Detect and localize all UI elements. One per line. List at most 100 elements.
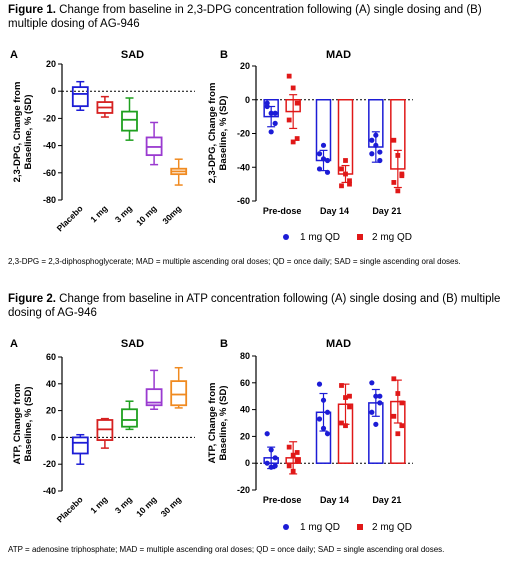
f1b-data-point xyxy=(268,110,274,116)
f2b-x-tick-label: Pre-dose xyxy=(263,495,302,505)
f2b-legend-marker xyxy=(357,524,363,530)
f1b-data-point xyxy=(339,183,344,189)
f2b-data-point xyxy=(286,463,292,469)
f2b-data-point xyxy=(369,409,375,415)
f2b-data-point xyxy=(399,400,405,406)
f1b-x-tick-label: Day 14 xyxy=(320,206,349,216)
f1b-data-point xyxy=(290,139,296,145)
f2b-data-point xyxy=(268,464,274,470)
f1a-title: SAD xyxy=(121,49,144,61)
f2b-data-point xyxy=(272,455,278,461)
f2b-data-point xyxy=(395,431,401,437)
f1b-data-point xyxy=(399,171,405,177)
f2a-box xyxy=(71,436,89,455)
f1a-x-tick-label: 30mg xyxy=(160,203,183,226)
f2b-panel-label: B xyxy=(220,338,228,350)
f2b-data-point xyxy=(339,420,344,426)
f1a-x-tick-label: 10 mg xyxy=(134,203,158,227)
f2a-x-tick-label: 10 mg xyxy=(134,494,158,518)
f2b-data-point xyxy=(347,404,352,410)
f2b-y-tick-label: 0 xyxy=(245,458,250,468)
f2a-x-tick-label: 1 mg xyxy=(88,494,109,515)
f2b-y-tick-label: -20 xyxy=(237,485,250,495)
f2b-data-point xyxy=(264,460,270,466)
f1b-data-point xyxy=(290,85,296,91)
figure1-label: Figure 1. xyxy=(8,4,56,16)
f1b-legend-marker xyxy=(283,234,289,240)
f1b-data-point xyxy=(316,151,323,157)
f1b-data-point xyxy=(373,132,379,138)
f2a-box xyxy=(170,380,188,407)
f1b-legend-marker xyxy=(357,234,363,240)
f2b-data-point xyxy=(268,447,274,453)
f1b-title: MAD xyxy=(326,49,351,61)
f1b-data-point xyxy=(343,171,348,177)
f2b-data-point xyxy=(373,393,379,399)
f1b-ylabel-line2: Baseline, % (SD) xyxy=(218,96,229,171)
f1b-data-point xyxy=(316,166,323,172)
f2b-y-tick-label: 80 xyxy=(240,351,250,361)
f1b-legend-label: 2 mg QD xyxy=(372,232,412,243)
f2b-data-point xyxy=(324,431,331,437)
f2b-x-tick-label: Day 21 xyxy=(372,495,401,505)
figure2-footnote: ATP = adenosine triphosphate; MAD = mult… xyxy=(8,545,445,554)
f2b-data-point xyxy=(369,380,375,386)
f2b-y-tick-label: 20 xyxy=(240,431,250,441)
f1b-data-point xyxy=(264,100,270,106)
figure2-title: Figure 2. Change from baseline in ATP co… xyxy=(8,292,513,320)
f2a-x-tick-label: 3 mg xyxy=(113,494,134,515)
f2b-legend-label: 1 mg QD xyxy=(300,522,340,533)
f1b-data-point xyxy=(395,153,401,158)
f1b-data-point xyxy=(339,166,344,172)
f2a-panel-label: A xyxy=(10,338,18,350)
f1b-data-point xyxy=(343,158,348,163)
figure1-footnote: 2,3-DPG = 2,3-diphosphoglycerate; MAD = … xyxy=(8,257,461,266)
f2b-data-point xyxy=(343,423,348,429)
f1b-data-point xyxy=(294,136,300,141)
f1b-y-tick-label: -20 xyxy=(237,129,250,139)
figure1-title: Figure 1. Change from baseline in 2,3-DP… xyxy=(8,3,513,31)
f2b-data-point xyxy=(320,397,327,403)
f2b-data-point xyxy=(377,393,383,399)
f1b-y-tick-label: -40 xyxy=(237,162,250,172)
f2b-title: MAD xyxy=(326,338,351,350)
f2b-data-point xyxy=(339,383,344,388)
f1b-data-point xyxy=(286,117,292,123)
f1b-y-tick-label: 0 xyxy=(245,95,250,105)
f2b-data-point xyxy=(395,391,401,396)
f2b-data-point xyxy=(320,425,327,431)
f2b-data-point xyxy=(272,463,278,469)
f1b-legend-label: 1 mg QD xyxy=(300,232,340,243)
f2b-data-point xyxy=(290,468,296,474)
f1b-data-point xyxy=(347,181,352,187)
f1b-data-point xyxy=(286,73,292,79)
f1a-y-tick-label: -40 xyxy=(43,141,56,151)
f1b-data-point xyxy=(294,100,300,106)
f1b-data-point xyxy=(347,178,352,184)
f2b-data-point xyxy=(286,444,292,450)
f1a-x-tick-label: 3 mg xyxy=(113,203,134,224)
f1a-x-tick-label: 1 mg xyxy=(88,203,109,224)
f1b-data-point xyxy=(377,149,383,155)
f1b-data-point xyxy=(391,180,397,185)
f2a-x-tick-label: 30 mg xyxy=(159,494,183,518)
f1b-data-point xyxy=(373,142,379,148)
f1b-data-point xyxy=(369,137,375,143)
f2b-legend-marker xyxy=(283,524,289,530)
f1b-data-point xyxy=(377,157,383,164)
f1b-data-point xyxy=(324,169,331,175)
f2b-legend-label: 2 mg QD xyxy=(372,522,412,533)
f2b-data-point xyxy=(399,423,405,429)
f2a-y-tick-label: 20 xyxy=(46,406,56,416)
f2b-y-tick-label: 40 xyxy=(240,405,250,415)
f2b-data-point xyxy=(343,395,348,400)
f2b-data-point xyxy=(316,416,323,422)
f1a-y-tick-label: 0 xyxy=(51,86,56,96)
f2b-data-point xyxy=(391,376,397,382)
f1a-panel-label: A xyxy=(10,49,18,61)
figure2-caption: Change from baseline in ATP concentratio… xyxy=(8,293,501,319)
f1a-box xyxy=(71,86,89,108)
f2b-data-point xyxy=(316,381,323,387)
f1b-panel-label: B xyxy=(220,49,228,61)
